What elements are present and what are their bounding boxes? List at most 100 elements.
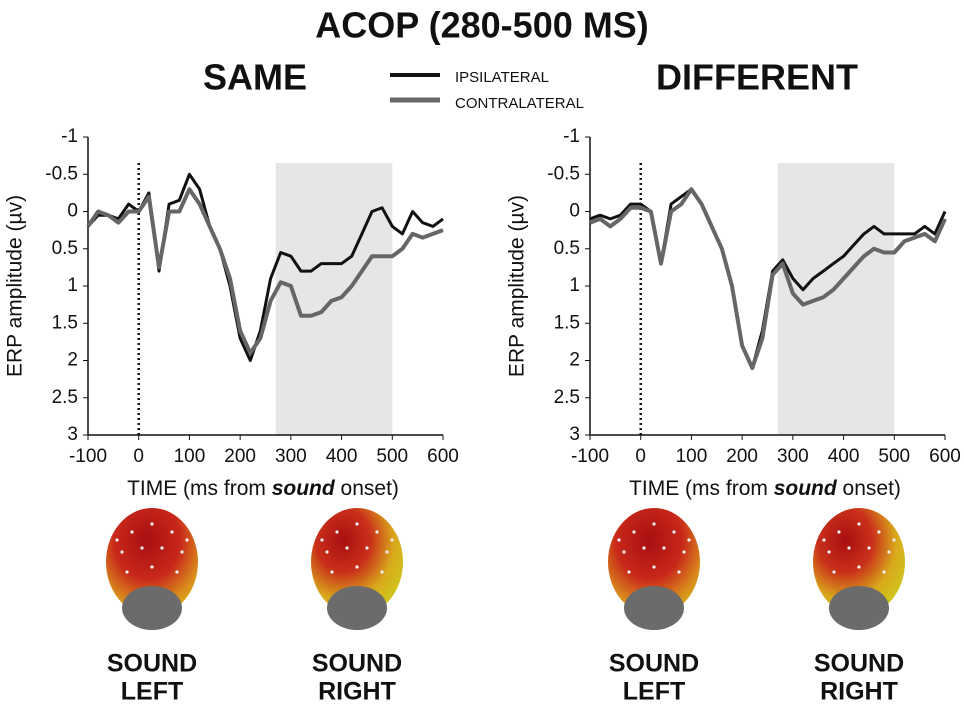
topomap-neck [624,586,684,630]
legend-label: IPSILATERAL [455,69,549,86]
electrode [345,546,349,550]
electrode [175,570,179,574]
electrode [170,530,174,534]
x-axis-label: TIME (ms from sound onset) [127,477,399,500]
y-tick-label: 1.5 [52,312,78,333]
electrode [160,546,164,550]
y-tick-label: -0.5 [45,163,78,184]
series-line [589,187,947,370]
electrode [125,570,129,574]
electrode [375,530,379,534]
x-tick-label: 100 [676,446,708,467]
electrode [677,570,681,574]
topomap-label: SOUND [609,650,699,678]
x-tick-label: 600 [427,446,459,467]
x-tick-label: 300 [777,446,809,467]
electrode [320,538,324,542]
y-axis-label: ERP amplitude (µv) [4,195,27,377]
electrode [325,550,329,554]
topomap-label: LEFT [623,678,686,706]
topomap-head [311,508,403,616]
electrode [380,570,384,574]
y-tick-label: -1 [61,126,78,147]
x-tick-label: 300 [275,446,307,467]
electrode [115,538,119,542]
y-tick-label: 1.5 [554,312,580,333]
series-line [86,187,444,355]
y-tick-label: 0.5 [554,238,580,259]
electrode [887,550,891,554]
x-tick-label: -100 [69,446,107,467]
x-tick-label: 500 [878,446,910,467]
electrode [642,546,646,550]
electrode [335,530,339,534]
electrode [847,546,851,550]
x-axis-label-part: sound [774,477,838,500]
electrode [617,538,621,542]
electrode [355,522,359,526]
y-tick-label: 3 [67,424,78,445]
electrode [837,530,841,534]
topomap-head [608,508,700,616]
electrode [652,565,656,569]
electrode [330,570,334,574]
x-axis-label-part: TIME (ms from [629,477,774,500]
y-tick-label: 2.5 [52,387,78,408]
x-tick-label: 0 [635,446,646,467]
topomap-label: RIGHT [820,678,898,706]
x-axis-label: TIME (ms from sound onset) [629,477,901,500]
y-tick-label: 0.5 [52,238,78,259]
electrode [622,550,626,554]
electrode [120,550,124,554]
x-axis-label-part: TIME (ms from [127,477,272,500]
electrode [892,538,896,542]
topomap-label: SOUND [312,650,402,678]
chart-title: DIFFERENT [656,57,858,98]
y-tick-label: 3 [569,424,580,445]
shaded-window [777,163,895,435]
electrode [180,550,184,554]
topomap-label: LEFT [121,678,184,706]
topomap-label: SOUND [814,650,904,678]
y-tick-label: 2 [67,350,78,371]
electrode [385,550,389,554]
x-tick-label: -100 [571,446,609,467]
electrode [632,530,636,534]
x-tick-label: 400 [326,446,358,467]
electrode [877,530,881,534]
electrode [140,546,144,550]
electrode [687,538,691,542]
x-axis-label-part: onset) [335,477,399,500]
electrode [390,538,394,542]
y-tick-label: -1 [563,126,580,147]
electrode [130,530,134,534]
electrode [857,522,861,526]
electrode [832,570,836,574]
y-tick-label: 1 [67,275,78,296]
electrode [827,550,831,554]
electrode [867,546,871,550]
electrode [682,550,686,554]
legend-label: CONTRALATERAL [455,95,584,112]
topomap-label: SOUND [107,650,197,678]
y-tick-label: 2 [569,350,580,371]
topomap-neck [327,586,387,630]
x-tick-label: 200 [726,446,758,467]
topomap-label: RIGHT [318,678,396,706]
y-tick-label: 0 [67,201,78,222]
chart-title: SAME [203,57,307,98]
x-tick-label: 200 [224,446,256,467]
topomap-head [813,508,905,616]
figure-title: ACOP (280-500 MS) [315,5,648,46]
electrode [652,522,656,526]
x-tick-label: 0 [133,446,144,467]
topomap-head [106,508,198,616]
y-tick-label: 0 [569,201,580,222]
electrode [185,538,189,542]
y-tick-label: -0.5 [547,163,580,184]
x-axis-label-part: sound [272,477,336,500]
electrode [672,530,676,534]
y-tick-label: 1 [569,275,580,296]
electrode [365,546,369,550]
